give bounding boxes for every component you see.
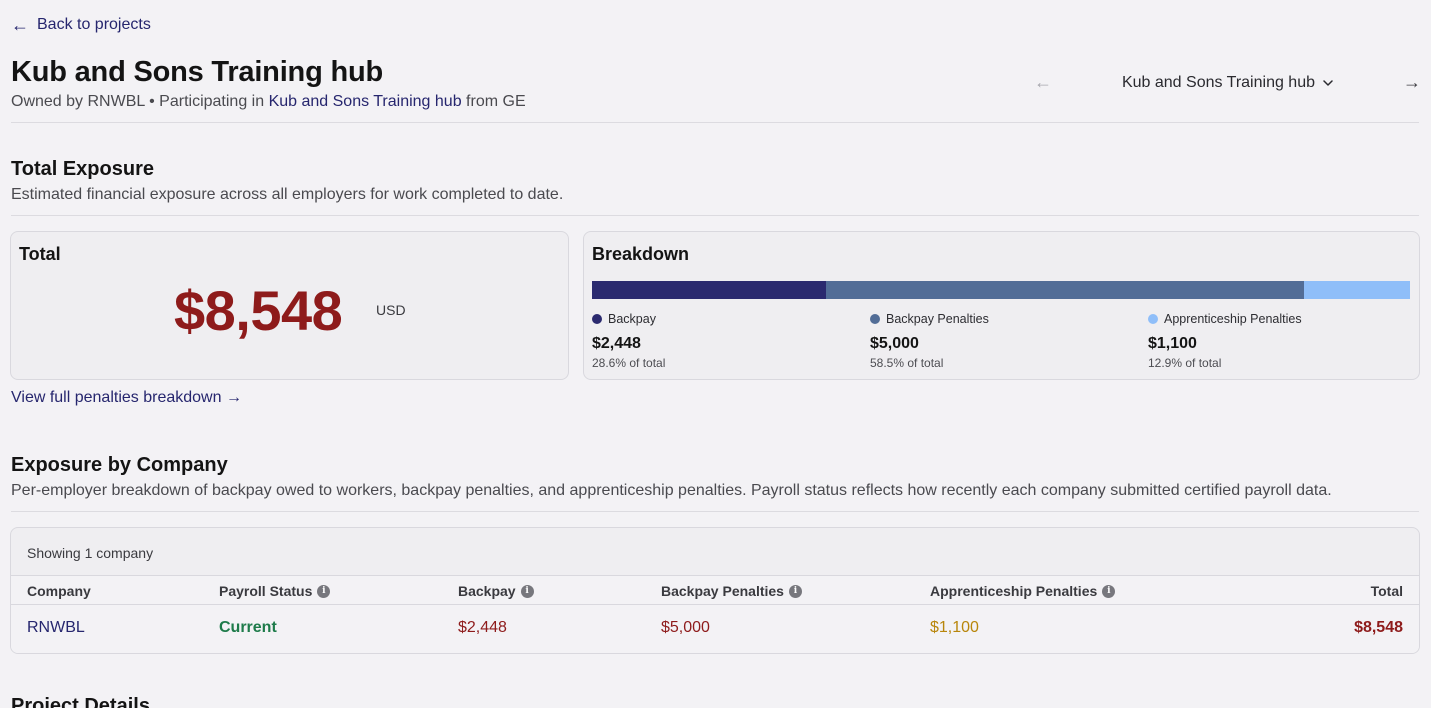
bar-segment-backpay-penalties <box>825 281 1305 299</box>
table-row[interactable]: RNWBL Current $2,448 $5,000 $1,100 $8,54… <box>11 605 1419 653</box>
info-icon[interactable]: i <box>520 584 534 598</box>
column-header-label: Backpay <box>458 583 516 599</box>
row-total-value: $8,548 <box>1354 619 1403 636</box>
legend-percent: 12.9% of total <box>1148 356 1222 370</box>
arrow-left-icon: ← <box>11 15 29 35</box>
legend-label: Backpay Penalties <box>886 312 989 326</box>
from-text: from GE <box>466 93 526 110</box>
column-header-company[interactable]: Company <box>27 583 91 599</box>
legend-label: Backpay <box>608 312 656 326</box>
legend-value: $2,448 <box>592 335 641 352</box>
legend-value: $1,100 <box>1148 335 1197 352</box>
total-currency: USD <box>376 302 406 318</box>
backpay-value: $2,448 <box>458 619 507 636</box>
total-amount: $8,548 <box>174 279 343 342</box>
column-header-label: Payroll Status <box>219 583 313 599</box>
back-to-projects-link[interactable]: ← Back to projects <box>11 16 151 34</box>
payroll-status-value: Current <box>219 619 277 636</box>
project-details-title: Project Details <box>11 695 150 708</box>
column-header-total[interactable]: Total <box>1371 583 1403 599</box>
exposure-by-company-divider <box>11 511 1419 512</box>
table-caption: Showing 1 company <box>27 545 154 561</box>
bar-segment-backpay <box>592 281 826 299</box>
info-icon[interactable]: i <box>1102 584 1116 598</box>
view-penalties-breakdown-link[interactable]: View full penalties breakdown → <box>11 389 242 406</box>
exposure-by-company-title: Exposure by Company <box>11 454 228 476</box>
total-card-title: Total <box>19 244 61 264</box>
total-exposure-description: Estimated financial exposure across all … <box>11 186 564 203</box>
owner-text: Owned by RNWBL • Participating in <box>11 93 265 110</box>
legend-value: $5,000 <box>870 335 919 352</box>
backpay-penalties-value: $5,000 <box>661 619 710 636</box>
breakdown-card: Breakdown Backpay $2,448 28.6% of total … <box>583 231 1420 380</box>
total-card: Total $8,548 USD <box>10 231 569 380</box>
legend-percent: 58.5% of total <box>870 356 944 370</box>
column-header-label: Company <box>27 583 91 599</box>
column-header-label: Apprenticeship Penalties <box>930 583 1098 599</box>
total-exposure-divider <box>11 215 1419 216</box>
info-icon[interactable]: i <box>317 584 331 598</box>
legend-dot-backpay-penalties <box>870 314 880 324</box>
column-header-backpay-penalties[interactable]: Backpay Penalties i <box>661 583 802 599</box>
apprenticeship-penalties-value: $1,100 <box>930 619 979 636</box>
previous-project-arrow-icon[interactable]: ← <box>1034 72 1052 92</box>
column-header-payroll-status[interactable]: Payroll Status i <box>219 583 331 599</box>
legend-backpay: Backpay $2,448 28.6% of total <box>592 312 665 370</box>
participating-project-link[interactable]: Kub and Sons Training hub <box>268 93 462 110</box>
legend-label: Apprenticeship Penalties <box>1164 312 1302 326</box>
breakdown-card-title: Breakdown <box>592 244 690 264</box>
company-exposure-table: Showing 1 company Company Payroll Status… <box>10 527 1420 654</box>
column-header-label: Backpay Penalties <box>661 583 784 599</box>
back-link-label: Back to projects <box>37 16 151 33</box>
legend-dot-apprenticeship-penalties <box>1148 314 1158 324</box>
project-subtitle: Owned by RNWBL • Participating in Kub an… <box>11 93 526 111</box>
column-header-backpay[interactable]: Backpay i <box>458 583 534 599</box>
legend-dot-backpay <box>592 314 602 324</box>
header-divider <box>11 122 1419 123</box>
bar-segment-apprenticeship-penalties <box>1304 281 1410 299</box>
legend-percent: 28.6% of total <box>592 356 666 370</box>
chevron-down-icon <box>1323 80 1333 86</box>
table-header-row: Company Payroll Status i Backpay i Backp… <box>11 575 1419 605</box>
legend-apprenticeship-penalties: Apprenticeship Penalties $1,100 12.9% of… <box>1148 312 1302 370</box>
exposure-by-company-description: Per-employer breakdown of backpay owed t… <box>11 482 1332 499</box>
legend-backpay-penalties: Backpay Penalties $5,000 58.5% of total <box>870 312 989 370</box>
total-exposure-title: Total Exposure <box>11 158 154 180</box>
next-project-arrow-icon[interactable]: → <box>1403 72 1421 92</box>
project-selector-dropdown[interactable]: Kub and Sons Training hub <box>1122 74 1333 92</box>
page-title: Kub and Sons Training hub <box>11 56 383 88</box>
column-header-apprenticeship-penalties[interactable]: Apprenticeship Penalties i <box>930 583 1116 599</box>
info-icon[interactable]: i <box>788 584 802 598</box>
company-name-link[interactable]: RNWBL <box>27 619 85 636</box>
project-selector-value: Kub and Sons Training hub <box>1121 74 1315 91</box>
column-header-label: Total <box>1370 583 1403 599</box>
breakdown-stacked-bar <box>592 281 1410 299</box>
